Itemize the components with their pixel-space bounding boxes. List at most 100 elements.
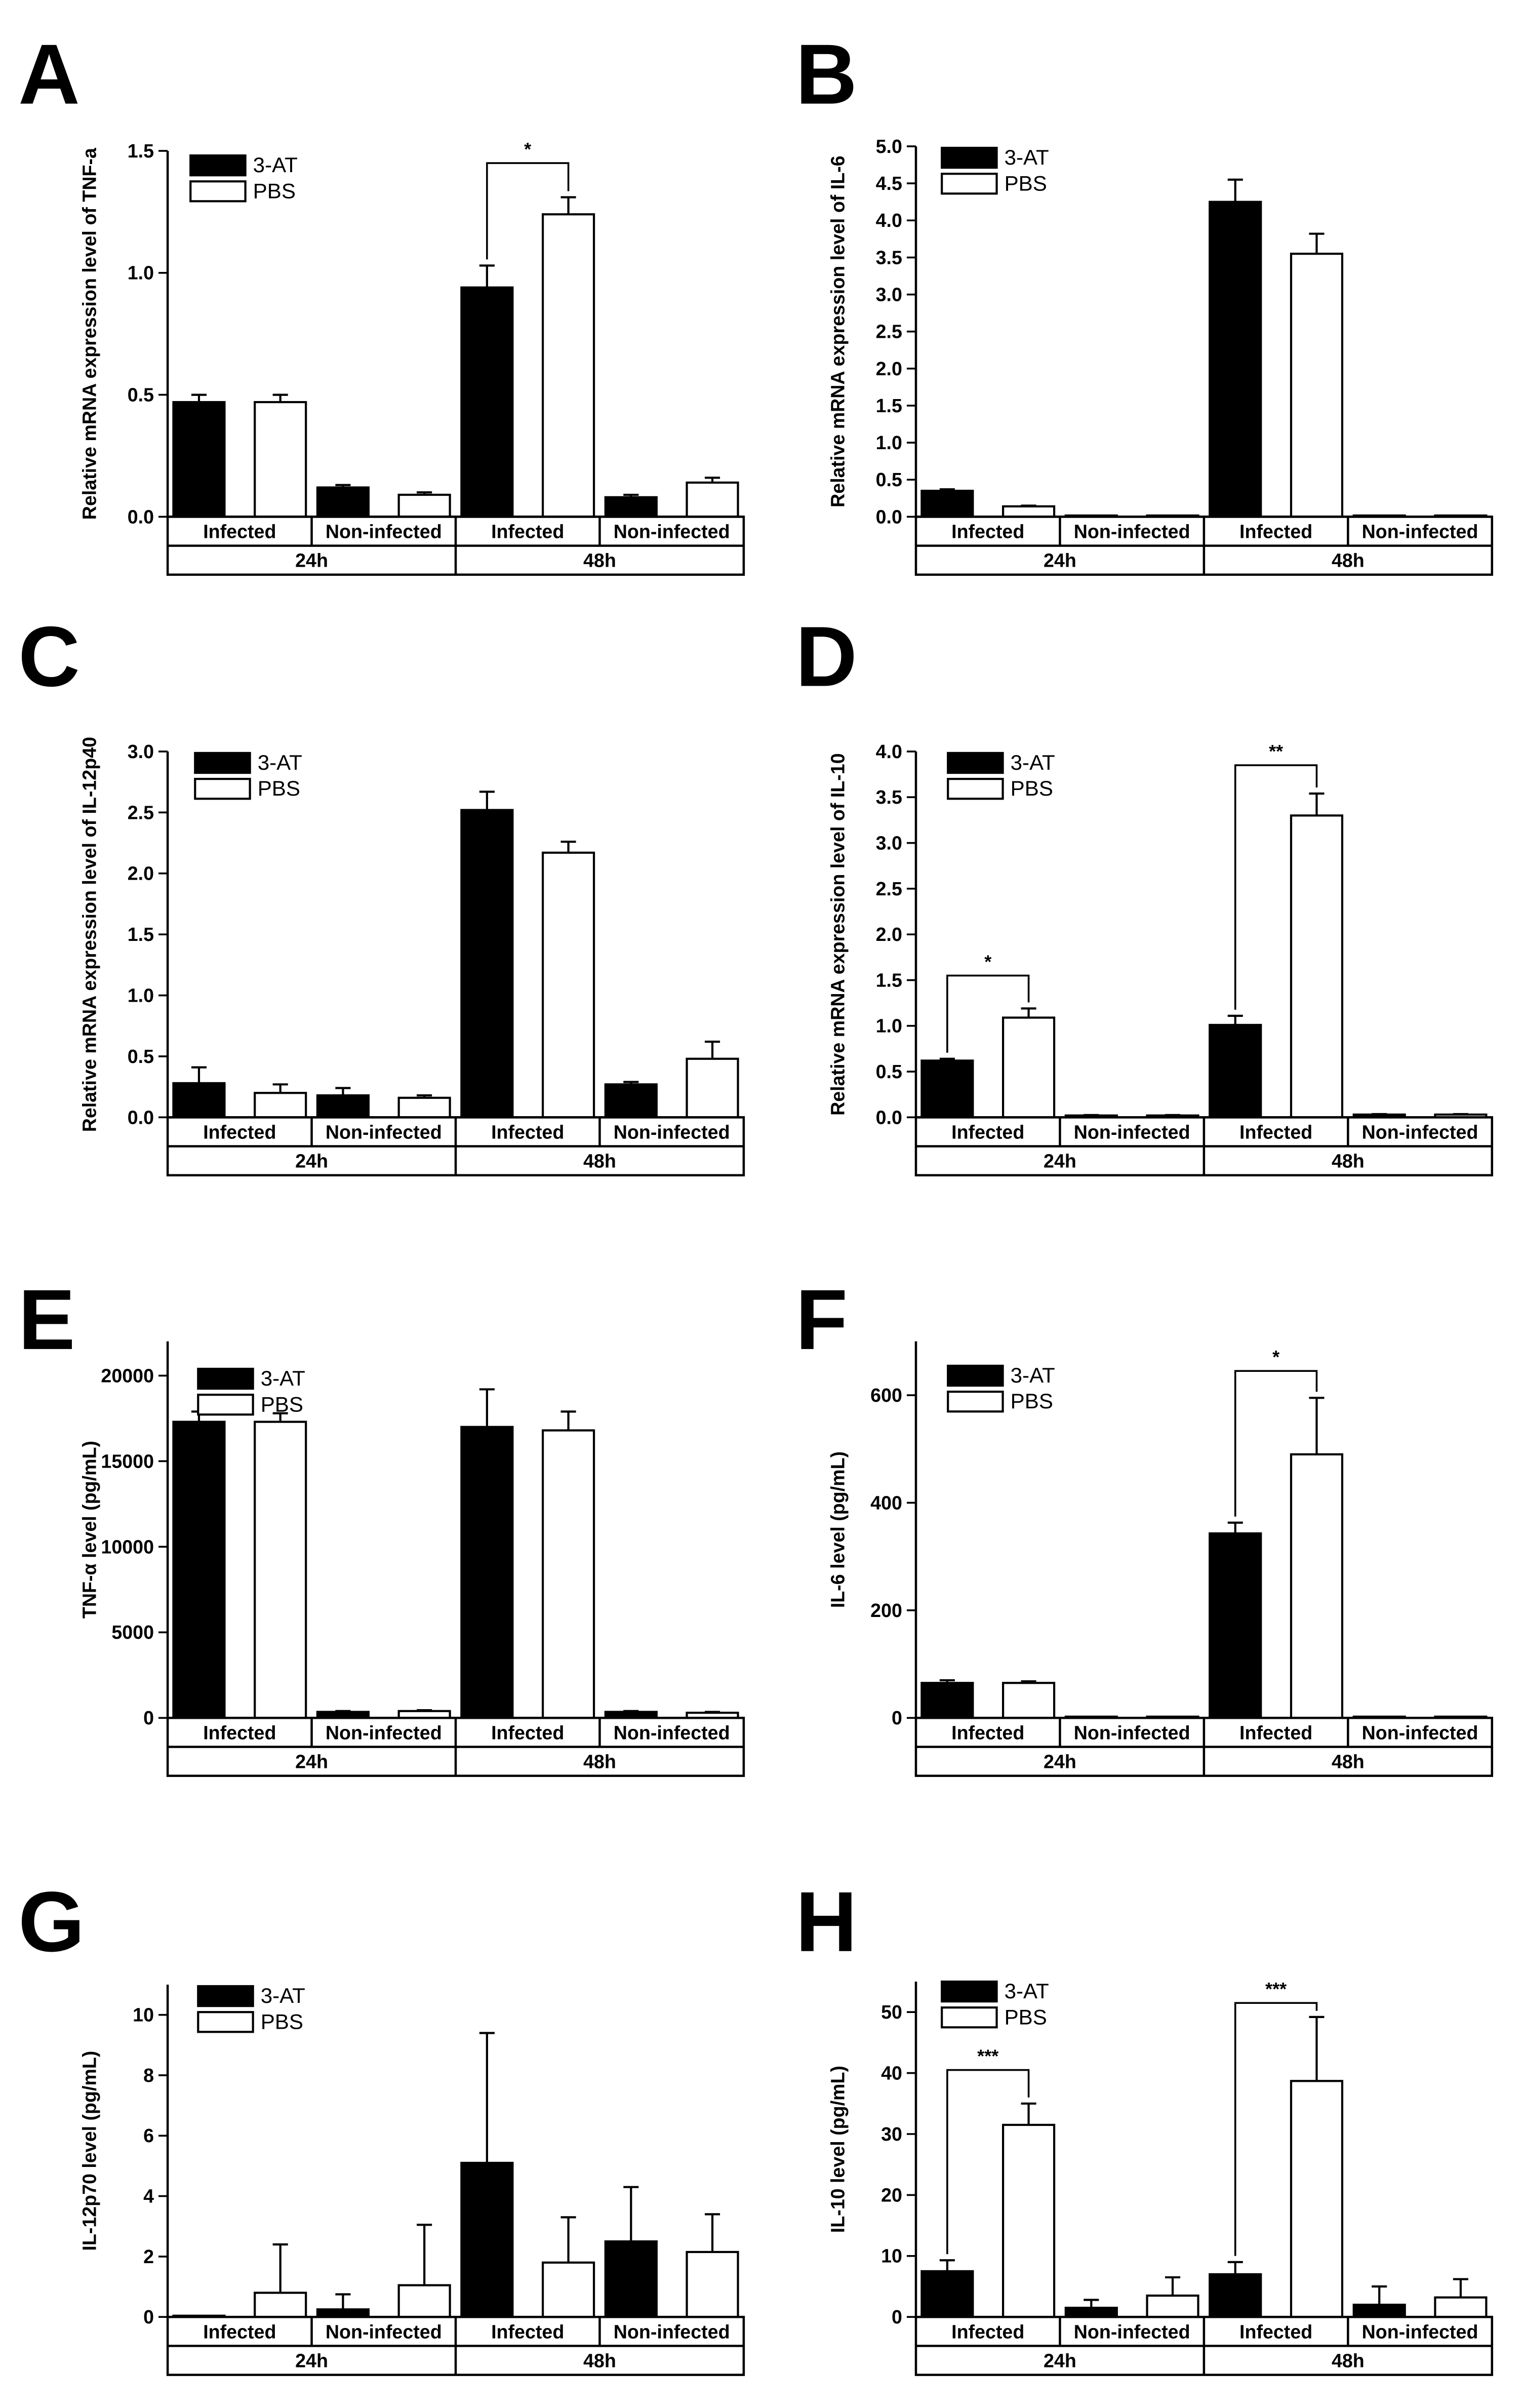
legend-label: PBS (261, 2009, 303, 2033)
bar-3-at (316, 1094, 370, 1119)
bar-3-at (1209, 2273, 1262, 2318)
bar-pbs (541, 1429, 595, 1719)
legend-label: PBS (1011, 1389, 1053, 1413)
timepoint-label: 24h (1044, 2350, 1076, 2372)
y-tick-label: 3.0 (876, 832, 902, 853)
group-label: Infected (491, 1121, 564, 1142)
legend-label: 3-AT (1005, 145, 1049, 169)
significance-bracket (1234, 764, 1318, 1010)
group-label: Infected (951, 1722, 1024, 1743)
bar-3-at (604, 496, 658, 518)
y-tick-label: 0.5 (876, 469, 902, 490)
y-tick-label: 4 (143, 2186, 154, 2207)
bar-pbs (686, 481, 739, 518)
legend-label: PBS (261, 1392, 303, 1416)
bar-pbs (1001, 1682, 1056, 1719)
bar-3-at (1064, 2307, 1118, 2318)
y-tick-label: 200 (870, 1600, 902, 1621)
bar-3-at (460, 286, 514, 518)
timepoint-label: 24h (1044, 550, 1076, 571)
timepoint-label: 24h (1044, 1751, 1076, 1772)
y-axis-title: Relative mRNA expression level of IL-6 (827, 155, 849, 507)
group-label: Infected (1239, 1722, 1312, 1743)
group-label: Infected (951, 1121, 1024, 1142)
y-tick-label: 2.5 (128, 802, 154, 823)
y-tick-label: 15000 (101, 1450, 154, 1472)
timepoint-label: 48h (1332, 1751, 1365, 1772)
y-tick-label: 2.0 (876, 924, 902, 945)
legend-swatch (197, 1985, 254, 2007)
significance-label: * (1272, 1347, 1280, 1367)
bar-3-at (460, 1426, 514, 1719)
y-axis-title: IL-12p70 level (pg/mL) (79, 2051, 100, 2251)
group-label: Infected (203, 521, 276, 542)
y-tick-label: 1.5 (876, 395, 902, 416)
group-label: Non-infected (326, 1121, 442, 1142)
group-label: Infected (951, 2321, 1024, 2342)
bar-pbs (541, 851, 595, 1119)
group-label: Non-infected (326, 1722, 442, 1743)
y-tick-label: 3.0 (876, 284, 902, 305)
group-label: Non-infected (1074, 1722, 1190, 1743)
bar-pbs (1290, 1453, 1344, 1719)
bar-pbs (254, 1092, 307, 1119)
significance-bracket (486, 162, 570, 260)
timepoint-label: 48h (583, 1751, 616, 1772)
significance-bracket (1234, 1370, 1318, 1517)
bar-pbs (1001, 1016, 1056, 1119)
y-axis-title: Relative mRNA expression level of IL-10 (827, 753, 849, 1116)
legend-swatch (947, 778, 1004, 800)
y-axis-title: IL-10 level (pg/mL) (827, 2066, 849, 2233)
y-tick-label: 10 (881, 2245, 902, 2267)
y-tick-label: 1.5 (128, 140, 154, 162)
group-label: Infected (1239, 1121, 1312, 1142)
y-tick-label: 0 (892, 1707, 902, 1728)
panel-label: A (18, 26, 80, 122)
group-label: Non-infected (1362, 521, 1478, 542)
group-label: Infected (491, 1722, 564, 1743)
group-label: Non-infected (614, 521, 730, 542)
y-tick-label: 3.0 (128, 741, 154, 762)
bar-pbs (1001, 2123, 1056, 2318)
panel-label: C (18, 609, 80, 704)
bar-3-at (172, 1082, 226, 1119)
timepoint-label: 48h (1332, 550, 1365, 571)
y-tick-label: 1.5 (128, 924, 154, 945)
group-label: Infected (203, 1121, 276, 1142)
y-tick-label: 0.0 (876, 506, 902, 527)
legend-swatch (197, 1367, 254, 1390)
bar-pbs (254, 401, 307, 518)
bar-pbs (397, 2284, 451, 2318)
bar-pbs (541, 213, 595, 518)
legend-label: PBS (258, 776, 300, 800)
y-tick-label: 1.5 (876, 969, 902, 991)
group-label: Non-infected (614, 2321, 730, 2342)
y-tick-label: 2 (143, 2246, 154, 2267)
significance-bracket (946, 974, 1030, 1053)
legend-swatch (197, 2011, 254, 2033)
legend-swatch (941, 2006, 998, 2029)
group-label: Infected (1239, 2321, 1312, 2342)
group-label: Infected (951, 521, 1024, 542)
panel-label: E (18, 1272, 75, 1367)
y-tick-label: 3.5 (876, 247, 902, 268)
significance-label: *** (1265, 1979, 1287, 1999)
panel-d: D Relative mRNA expression level of IL-10… (795, 609, 1494, 1176)
group-label: Non-infected (1362, 1121, 1478, 1142)
legend-swatch (189, 154, 247, 177)
y-tick-label: 40 (881, 2063, 902, 2084)
bar-3-at (604, 2240, 658, 2318)
y-tick-label: 0.5 (128, 1046, 154, 1067)
y-tick-label: 1.0 (128, 262, 154, 284)
y-tick-label: 30 (881, 2123, 902, 2145)
panel-label: H (795, 1874, 857, 1969)
timepoint-label: 24h (295, 1151, 328, 1172)
group-label: Non-infected (1074, 1121, 1190, 1142)
